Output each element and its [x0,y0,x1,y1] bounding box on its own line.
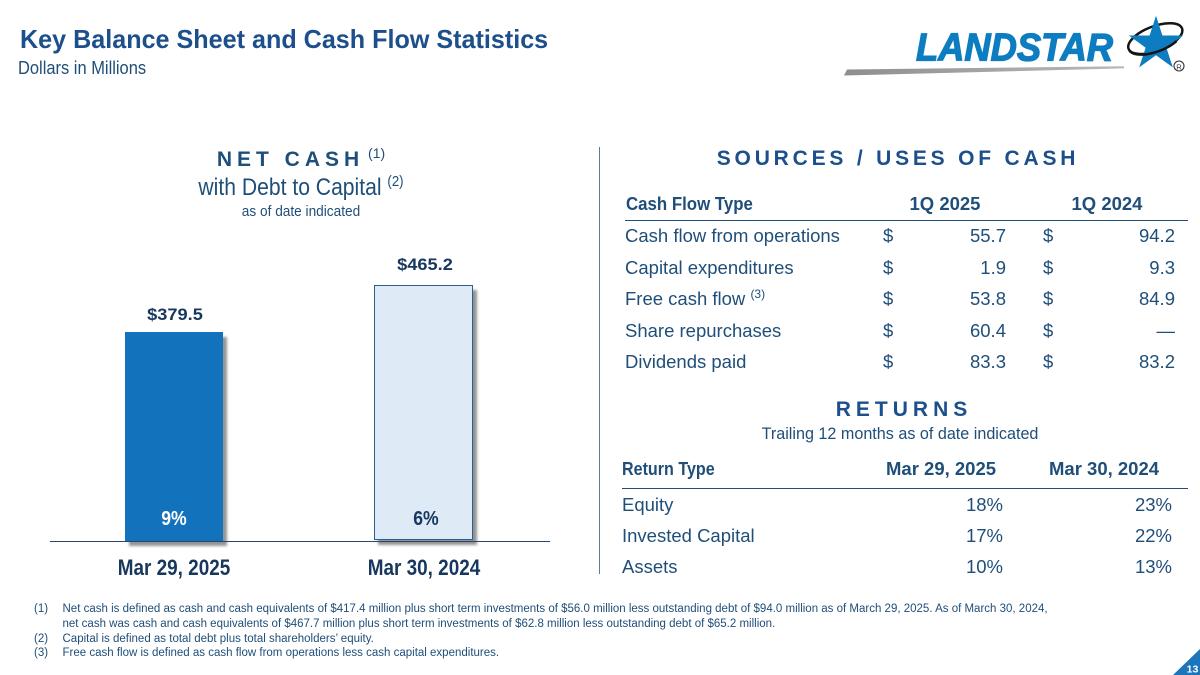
svg-text:LANDSTAR: LANDSTAR [916,27,1113,70]
svg-text:13: 13 [1187,664,1199,675]
svg-text:R: R [1176,62,1182,71]
